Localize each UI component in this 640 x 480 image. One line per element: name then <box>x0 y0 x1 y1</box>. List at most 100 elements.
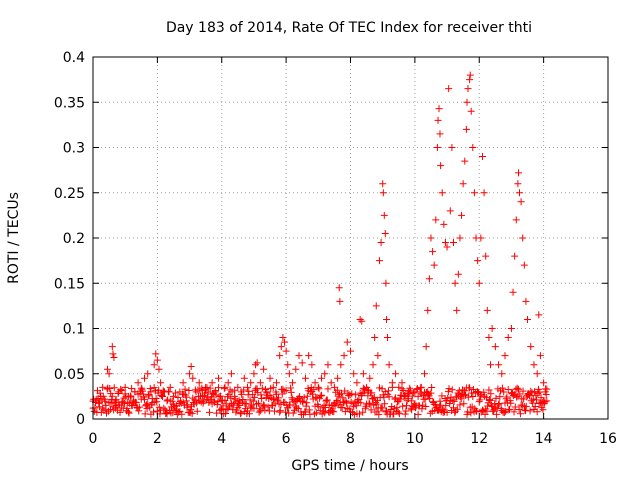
background-point <box>214 398 222 406</box>
data-markers <box>89 71 551 418</box>
data-point <box>430 261 438 269</box>
data-point <box>359 370 367 378</box>
background-point <box>162 408 170 416</box>
data-point <box>358 317 366 325</box>
background-point <box>178 410 186 418</box>
data-point <box>330 383 338 391</box>
x-tick-label: 10 <box>406 431 424 447</box>
background-point <box>312 409 320 417</box>
data-point <box>215 374 223 382</box>
background-point <box>126 392 134 400</box>
data-point <box>179 379 187 387</box>
background-point <box>138 385 146 393</box>
data-point <box>224 379 232 387</box>
background-point <box>150 408 158 416</box>
data-point <box>450 239 457 247</box>
background-point <box>467 409 475 417</box>
background-point <box>360 389 368 397</box>
x-tick-label: 6 <box>282 431 291 447</box>
background-point <box>330 408 338 416</box>
data-point <box>277 343 285 351</box>
background-point <box>155 403 163 411</box>
background-point <box>132 399 140 407</box>
background-point <box>431 401 439 409</box>
background-point <box>188 410 196 418</box>
data-point <box>514 180 522 188</box>
background-point <box>139 387 147 395</box>
background-point <box>510 408 518 416</box>
data-point <box>424 306 432 314</box>
data-point <box>150 361 158 369</box>
background-point <box>270 395 278 403</box>
background-point <box>464 393 472 401</box>
data-point <box>440 220 448 228</box>
data-point <box>524 315 532 323</box>
background-point <box>192 396 200 404</box>
data-point <box>321 370 329 378</box>
x-tick-labels: 0 2 4 6 8 10 12 14 16 <box>89 431 617 447</box>
background-point <box>171 402 179 410</box>
data-point <box>121 383 129 391</box>
data-point <box>436 130 444 138</box>
data-point <box>240 374 248 382</box>
data-point <box>281 338 289 346</box>
data-point <box>507 325 515 332</box>
data-point <box>380 211 388 219</box>
background-point <box>400 392 408 400</box>
x-axis-label: GPS time / hours <box>291 458 408 474</box>
data-point <box>295 352 303 360</box>
data-point <box>379 180 387 188</box>
background-point <box>245 387 253 395</box>
data-point <box>186 370 194 378</box>
data-point <box>511 252 519 260</box>
background-point <box>449 396 457 404</box>
background-point <box>211 387 219 395</box>
data-point <box>187 363 195 371</box>
background-point <box>516 390 524 398</box>
background-point <box>95 403 103 411</box>
background-point <box>448 386 456 394</box>
background-point <box>249 397 257 405</box>
data-point <box>340 352 348 360</box>
background-point <box>315 385 323 393</box>
background-point <box>357 399 365 407</box>
background-point <box>486 396 494 404</box>
data-point <box>379 189 387 197</box>
data-point <box>491 343 499 351</box>
data-point <box>458 211 466 219</box>
background-point <box>121 390 129 398</box>
background-point <box>322 397 330 405</box>
data-point <box>208 379 216 387</box>
background-point <box>119 398 127 406</box>
data-point <box>533 370 541 378</box>
background-point <box>348 409 356 417</box>
background-point <box>159 393 167 401</box>
data-point <box>433 144 441 151</box>
data-point <box>482 252 490 260</box>
background-point <box>323 396 331 404</box>
background-point <box>392 394 400 402</box>
background-point <box>300 394 308 402</box>
data-point <box>466 71 474 79</box>
data-point <box>527 343 535 351</box>
background-point <box>319 407 327 415</box>
background-point <box>476 396 484 404</box>
background-point <box>216 392 224 400</box>
background-point <box>255 408 263 416</box>
background-point <box>159 387 167 395</box>
data-point <box>134 379 142 387</box>
data-point <box>153 356 161 364</box>
background-point <box>401 391 409 399</box>
data-point <box>446 207 454 215</box>
data-point <box>470 189 478 197</box>
background-point <box>117 385 125 393</box>
background-point <box>502 395 510 403</box>
background-point <box>450 397 458 405</box>
background-point <box>369 394 377 402</box>
data-point <box>377 239 385 247</box>
background-point <box>261 406 269 414</box>
background-point <box>299 398 307 406</box>
data-point <box>483 306 491 314</box>
background-point <box>489 407 497 415</box>
data-point <box>314 383 322 391</box>
